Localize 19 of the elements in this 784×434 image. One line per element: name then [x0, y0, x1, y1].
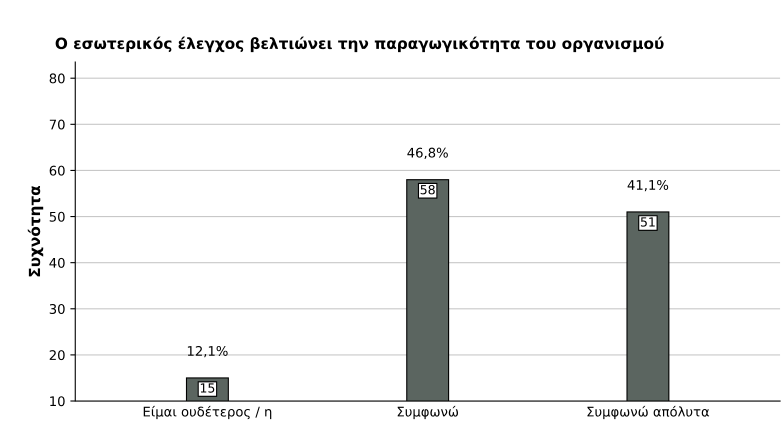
- x-tick-label: Συμφωνώ: [398, 406, 458, 420]
- data-label: 58: [420, 184, 435, 194]
- y-tick-label: 50: [50, 212, 65, 222]
- chart-title: Ο εσωτερικός έλεγχος βελτιώνει την παραγωγικότητα του οργανισμού: [56, 36, 664, 52]
- y-tick-label: 20: [50, 350, 65, 360]
- annotation: 46,8%: [407, 148, 448, 160]
- y-axis-title: Συχνότητα: [28, 186, 44, 276]
- annotation: 12,1%: [188, 346, 228, 358]
- data-label: 15: [200, 383, 214, 393]
- x-tick-label: Είμαι ουδέτερος / η: [144, 406, 272, 420]
- y-tick-label: 80: [50, 73, 65, 84]
- y-tick-label: 40: [49, 258, 65, 268]
- y-tick-label: 30: [50, 304, 65, 314]
- annotation: 41,1%: [628, 180, 668, 192]
- x-tick-label: Συμφωνώ απόλυτα: [587, 406, 710, 420]
- data-label: 51: [640, 217, 655, 227]
- y-tick-label: 60: [50, 166, 65, 176]
- y-tick-label: 10: [50, 396, 65, 406]
- y-tick-label: 70: [50, 120, 65, 130]
